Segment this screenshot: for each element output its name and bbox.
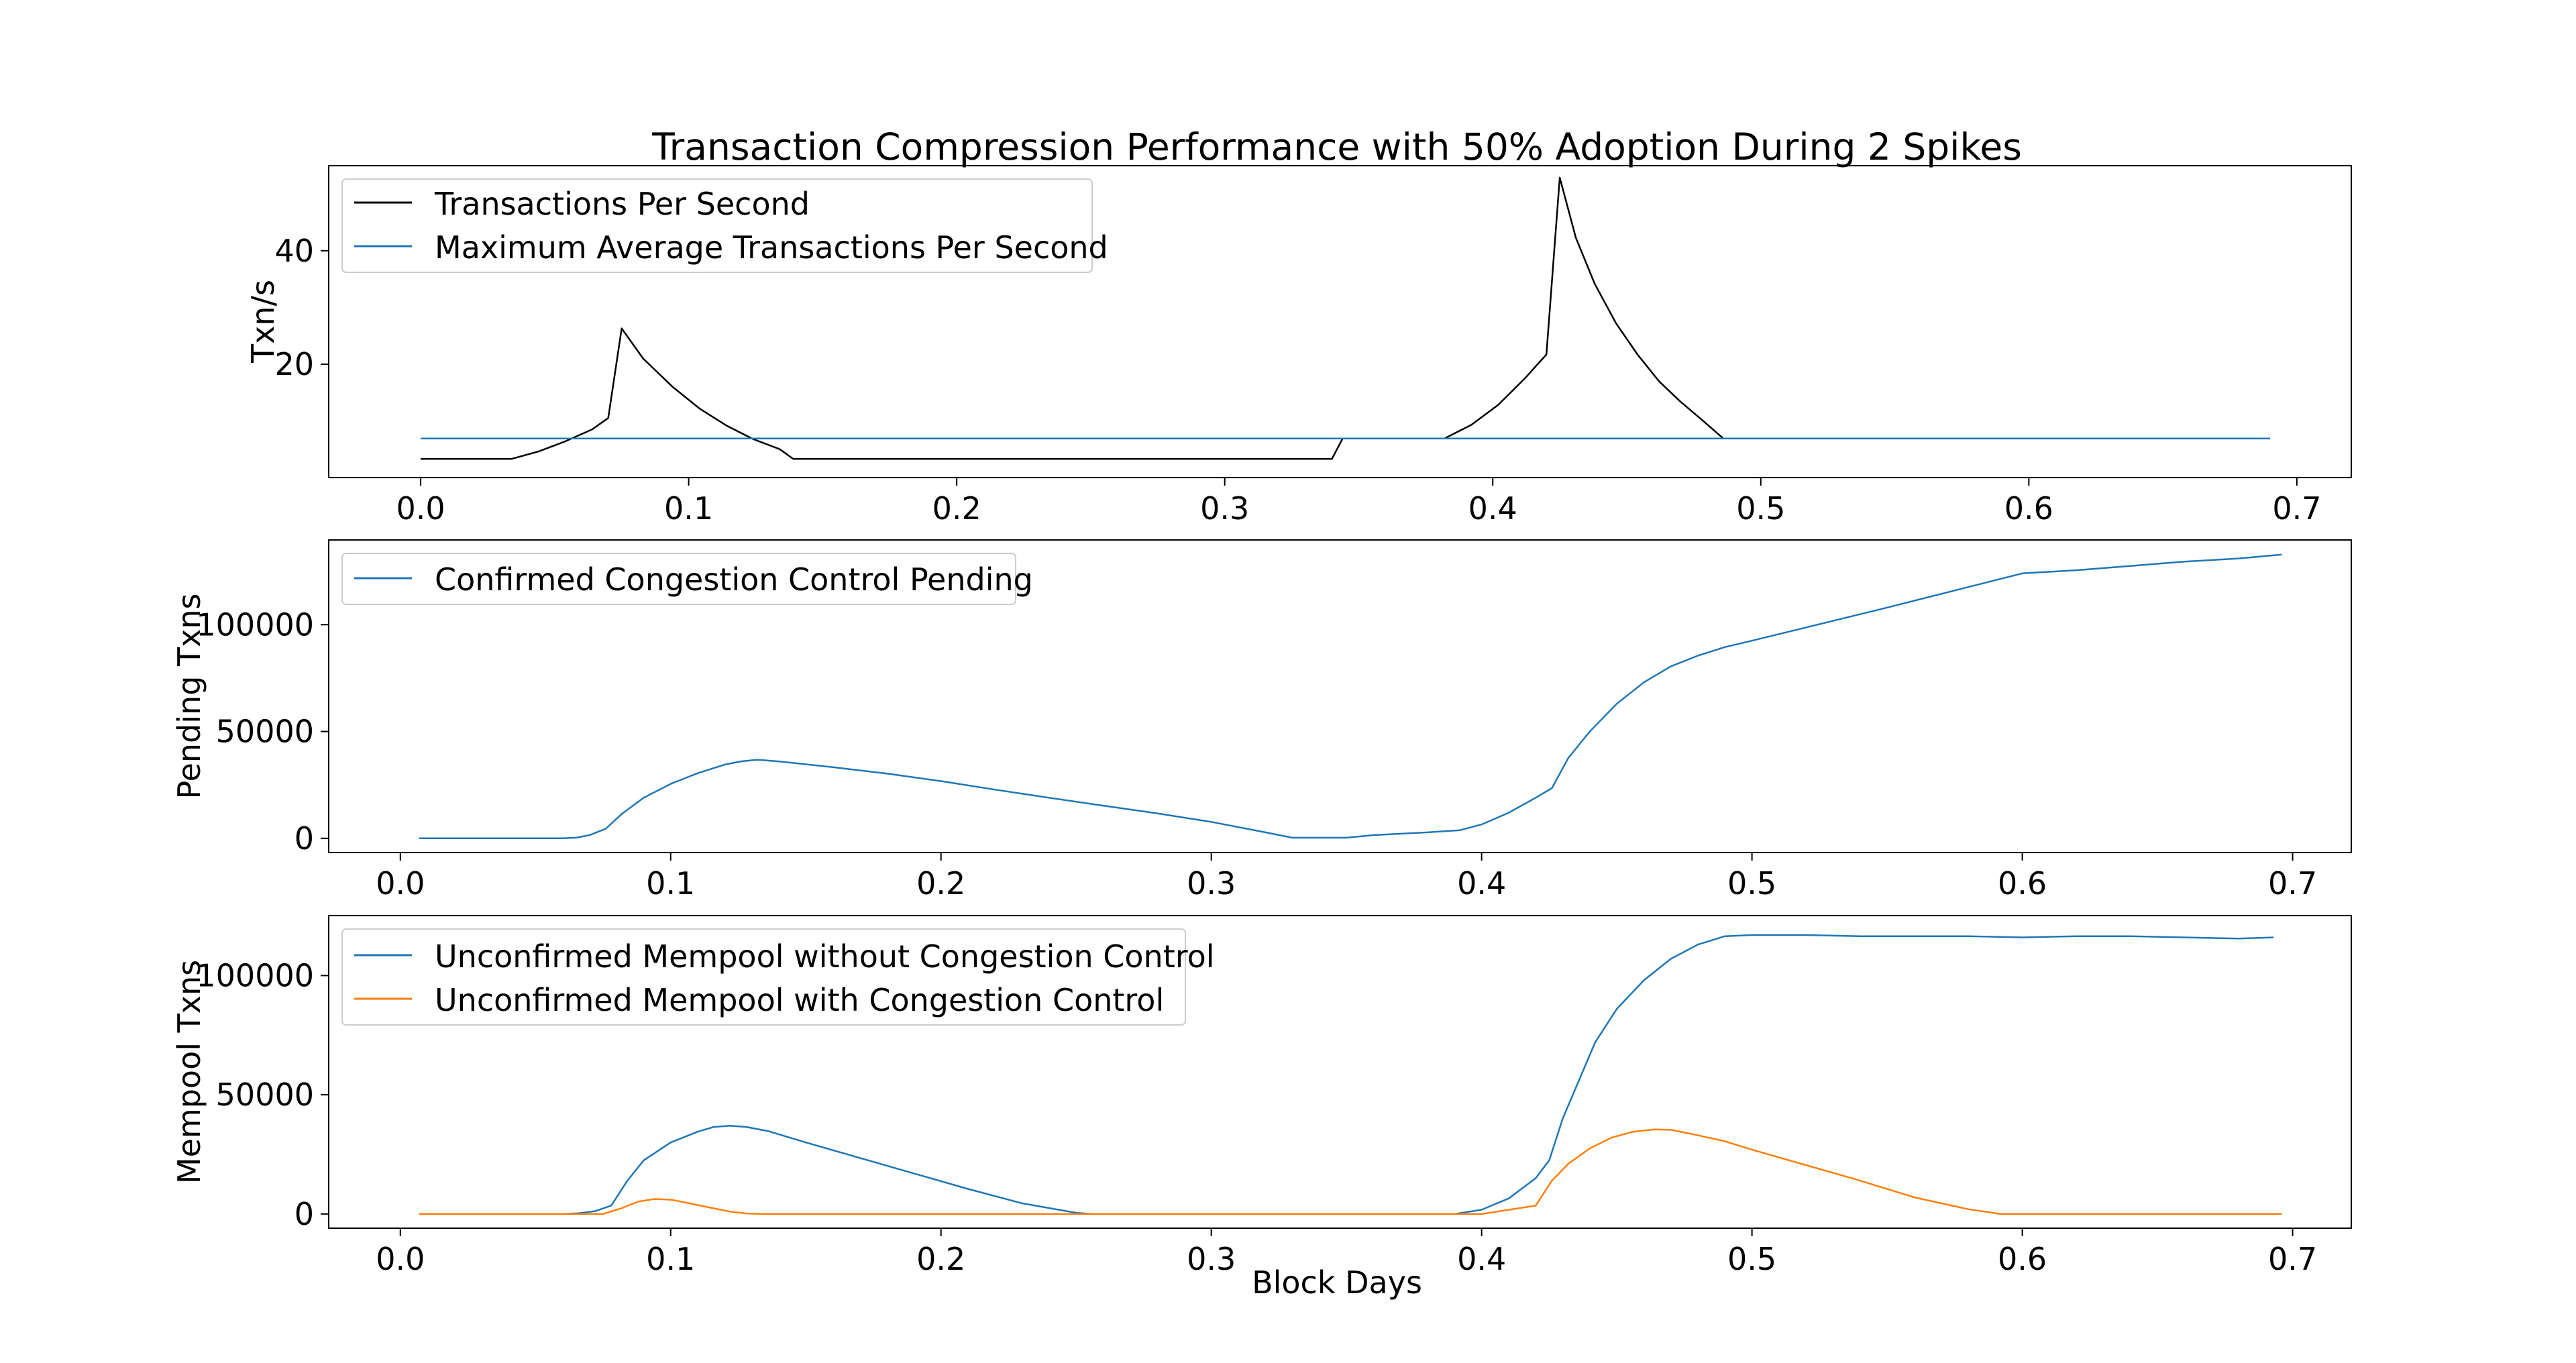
y-tick-label: 100000 xyxy=(196,957,314,993)
series-layer xyxy=(419,934,2282,1215)
legend: Unconfirmed Mempool without Congestion C… xyxy=(341,928,1215,1026)
y-axis-ticks: 0 50000 100000 xyxy=(196,606,329,857)
series-layer xyxy=(421,176,2270,460)
x-tick-label: 0.3 xyxy=(1187,1241,1236,1277)
x-tick-label: 0.2 xyxy=(916,865,965,902)
y-tick-label: 40 xyxy=(274,233,314,269)
x-tick-label: 0.5 xyxy=(1727,865,1776,902)
x-tick-label: 0.5 xyxy=(1736,490,1785,527)
x-tick-label: 0.7 xyxy=(2272,490,2321,527)
legend-label-max-avg-tps: Maximum Average Transactions Per Second xyxy=(435,229,1108,266)
y-axis-ticks: 0 50000 100000 xyxy=(196,957,329,1232)
y-tick-label: 20 xyxy=(274,346,314,382)
y-tick-label: 50000 xyxy=(216,1077,314,1113)
legend-frame xyxy=(341,178,1093,273)
x-tick-label: 0.1 xyxy=(664,490,713,527)
y-axis-label: Mempool Txns xyxy=(171,960,207,1184)
y-tick-label: 0 xyxy=(294,1196,314,1232)
chart-title: Transaction Compression Performance with… xyxy=(651,125,2022,168)
legend-frame xyxy=(341,928,1186,1026)
x-tick-label: 0.0 xyxy=(396,490,445,527)
legend-label-mempool-without-cc: Unconfirmed Mempool without Congestion C… xyxy=(435,938,1215,975)
legend: Transactions Per Second Maximum Average … xyxy=(341,178,1108,273)
panel-pending-txns: 0.0 0.1 0.2 0.3 0.4 0.5 0.6 0.7 0 50000 100000 Pe… xyxy=(171,539,2352,902)
y-axis-label: Pending Txns xyxy=(171,594,207,800)
y-tick-label: 0 xyxy=(294,820,314,857)
x-tick-label: 0.0 xyxy=(376,1241,425,1277)
legend-label-pending: Confirmed Congestion Control Pending xyxy=(435,561,1033,598)
x-tick-label: 0.6 xyxy=(1998,865,2047,902)
y-axis-label: Txn/s xyxy=(245,280,281,364)
axes-frame xyxy=(328,539,2352,853)
x-axis-ticks: 0.0 0.1 0.2 0.3 0.4 0.5 0.6 0.7 xyxy=(376,1228,2317,1277)
axes-frame xyxy=(328,915,2352,1229)
x-tick-label: 0.7 xyxy=(2268,1241,2317,1277)
x-tick-label: 0.5 xyxy=(1727,1241,1776,1277)
x-tick-label: 0.6 xyxy=(1998,1241,2047,1277)
x-tick-label: 0.1 xyxy=(646,1241,695,1277)
y-tick-label: 50000 xyxy=(216,714,314,750)
x-tick-label: 0.3 xyxy=(1200,490,1249,527)
x-tick-label: 0.6 xyxy=(2004,490,2053,527)
x-tick-label: 0.4 xyxy=(1468,490,1517,527)
x-tick-label: 0.1 xyxy=(646,865,695,902)
x-axis-ticks: 0.0 0.1 0.2 0.3 0.4 0.5 0.6 0.7 xyxy=(376,853,2317,902)
x-tick-label: 0.0 xyxy=(376,865,425,902)
x-axis-label: Block Days xyxy=(1252,1264,1422,1301)
x-tick-label: 0.7 xyxy=(2268,865,2317,902)
x-tick-label: 0.3 xyxy=(1187,865,1236,902)
series-layer xyxy=(419,553,2282,840)
x-tick-label: 0.2 xyxy=(932,490,981,527)
legend-label-mempool-with-cc: Unconfirmed Mempool with Congestion Cont… xyxy=(435,982,1164,1018)
x-tick-label: 0.4 xyxy=(1457,1241,1506,1277)
y-tick-label: 100000 xyxy=(196,606,314,643)
legend-frame xyxy=(341,553,1016,605)
x-tick-label: 0.4 xyxy=(1457,865,1506,902)
panel-mempool-txns: 0.0 0.1 0.2 0.3 0.4 0.5 0.6 0.7 0 50000 100000 Me… xyxy=(171,915,2352,1301)
axes-frame xyxy=(328,165,2352,478)
x-tick-label: 0.2 xyxy=(916,1241,965,1277)
series-line-2 xyxy=(419,1128,2282,1215)
series-line-1 xyxy=(419,553,2282,840)
x-axis-ticks: 0.0 0.1 0.2 0.3 0.4 0.5 0.6 0.7 xyxy=(396,478,2321,527)
legend: Confirmed Congestion Control Pending xyxy=(341,553,1033,605)
legend-label-tps: Transactions Per Second xyxy=(434,186,810,222)
